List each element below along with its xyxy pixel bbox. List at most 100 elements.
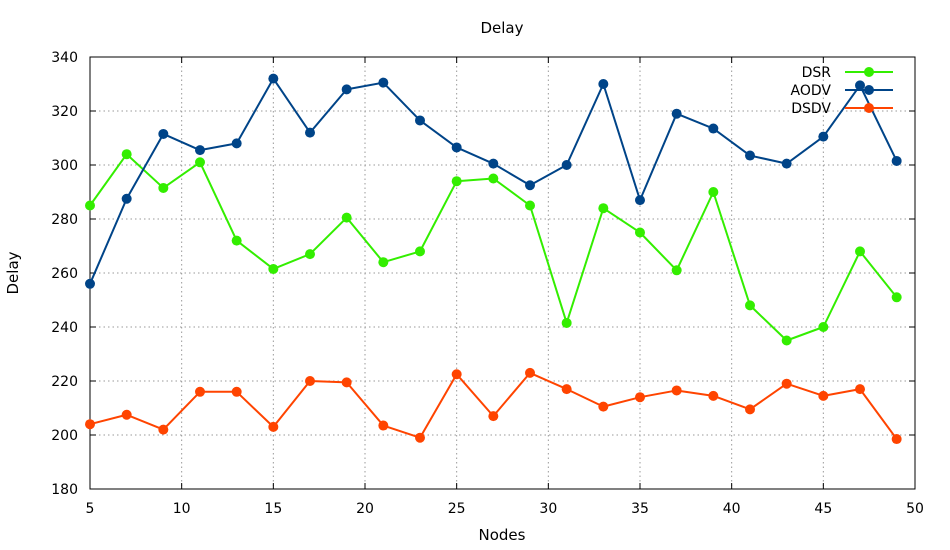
x-axis-title: Nodes xyxy=(479,526,526,544)
data-point-dsr xyxy=(268,263,279,274)
data-point-aodv xyxy=(378,77,389,88)
data-point-aodv xyxy=(525,180,535,191)
data-point-dsr xyxy=(781,335,792,346)
data-point-dsr xyxy=(708,187,719,197)
data-point-aodv xyxy=(231,138,242,149)
data-point-aodv xyxy=(671,108,682,119)
data-point-dsdv xyxy=(598,401,609,412)
data-point-aodv xyxy=(268,73,279,84)
x-tick-label: 40 xyxy=(723,501,741,517)
data-point-dsr xyxy=(341,212,352,223)
x-tick-label: 15 xyxy=(264,501,282,517)
data-point-dsr xyxy=(231,235,242,246)
y-tick-label: 220 xyxy=(51,374,78,390)
data-point-aodv xyxy=(85,278,95,289)
data-point-aodv xyxy=(561,160,572,170)
data-point-aodv xyxy=(891,155,902,166)
x-tick-label: 20 xyxy=(356,501,374,517)
data-point-aodv xyxy=(708,123,719,134)
legend-item-dsr: DSR xyxy=(802,65,893,81)
series-aodv xyxy=(85,73,902,289)
legend-label-dsr: DSR xyxy=(802,65,832,81)
data-point-dsdv xyxy=(121,409,132,420)
data-point-dsdv xyxy=(195,386,205,397)
y-tick-label: 320 xyxy=(51,104,78,120)
data-point-dsr xyxy=(195,157,205,168)
data-point-aodv xyxy=(598,79,609,89)
data-point-aodv xyxy=(121,193,132,204)
legend-item-aodv: AODV xyxy=(791,83,893,99)
data-point-dsr xyxy=(671,265,682,276)
y-tick-label: 340 xyxy=(51,50,78,66)
y-tick-label: 200 xyxy=(51,428,78,444)
chart-title: Delay xyxy=(480,19,523,37)
grid-lines xyxy=(90,57,915,489)
legend-label-aodv: AODV xyxy=(791,83,832,99)
data-point-aodv xyxy=(781,158,792,169)
x-tick-label: 35 xyxy=(631,501,649,517)
data-point-aodv xyxy=(305,127,315,138)
data-point-dsdv xyxy=(818,390,829,401)
y-tick-label: 300 xyxy=(51,158,78,174)
data-point-dsdv xyxy=(635,392,645,403)
x-tick-label: 30 xyxy=(539,501,557,517)
data-point-dsdv xyxy=(451,369,462,380)
data-point-aodv xyxy=(745,150,755,161)
data-point-dsr xyxy=(121,149,132,160)
data-point-dsdv xyxy=(708,390,719,401)
data-point-dsdv xyxy=(85,419,95,430)
x-tick-label: 25 xyxy=(448,501,466,517)
data-point-dsdv xyxy=(855,384,865,395)
data-point-dsr xyxy=(635,227,645,238)
data-point-aodv xyxy=(818,131,829,142)
y-tick-label: 180 xyxy=(51,482,78,498)
series-dsr xyxy=(85,149,902,346)
data-point-aodv xyxy=(158,128,169,139)
data-point-dsdv xyxy=(891,434,902,445)
data-point-dsdv xyxy=(158,424,169,435)
data-point-dsr xyxy=(158,182,169,193)
legend-marker-aodv xyxy=(864,85,874,95)
data-point-dsdv xyxy=(488,411,499,422)
data-point-dsr xyxy=(598,203,609,214)
data-point-aodv xyxy=(635,195,645,206)
legend-label-dsdv: DSDV xyxy=(791,101,831,117)
data-point-aodv xyxy=(488,158,499,169)
data-point-aodv xyxy=(451,142,462,153)
x-tick-label: 10 xyxy=(173,501,191,517)
data-point-dsdv xyxy=(305,376,315,386)
data-point-dsdv xyxy=(231,386,242,397)
legend-item-dsdv: DSDV xyxy=(791,101,893,117)
data-point-dsr xyxy=(378,257,389,268)
data-point-dsr xyxy=(561,317,572,328)
y-tick-label: 280 xyxy=(51,212,78,228)
data-point-dsr xyxy=(85,200,95,211)
series-lines xyxy=(85,73,902,445)
data-point-dsr xyxy=(891,292,902,303)
legend-marker-dsr xyxy=(864,67,874,77)
data-point-dsdv xyxy=(525,367,535,378)
y-axis-title: Delay xyxy=(4,251,22,294)
series-dsdv xyxy=(85,367,902,445)
data-point-dsdv xyxy=(415,432,425,443)
data-point-dsdv xyxy=(745,404,755,415)
data-point-dsr xyxy=(488,173,499,184)
data-point-dsdv xyxy=(781,378,792,389)
data-point-dsdv xyxy=(561,384,572,395)
series-line-dsdv xyxy=(89,371,898,440)
data-point-dsdv xyxy=(341,377,352,388)
data-point-dsr xyxy=(415,246,425,257)
axis-ticks: 5 10 15 20 25 30 35 40 45 50 180 200 220 240 260 280 300… xyxy=(51,50,924,517)
data-point-aodv xyxy=(415,115,425,126)
x-tick-label: 5 xyxy=(86,501,95,517)
y-tick-label: 260 xyxy=(51,266,78,282)
plot-frame xyxy=(89,56,916,490)
x-tick-label: 45 xyxy=(814,501,832,517)
data-point-dsdv xyxy=(378,420,389,431)
data-point-aodv xyxy=(341,84,352,95)
x-tick-label: 50 xyxy=(906,501,924,517)
data-point-aodv xyxy=(855,80,865,91)
data-point-dsr xyxy=(305,249,315,260)
data-point-dsdv xyxy=(671,385,682,396)
data-point-dsdv xyxy=(268,421,279,432)
